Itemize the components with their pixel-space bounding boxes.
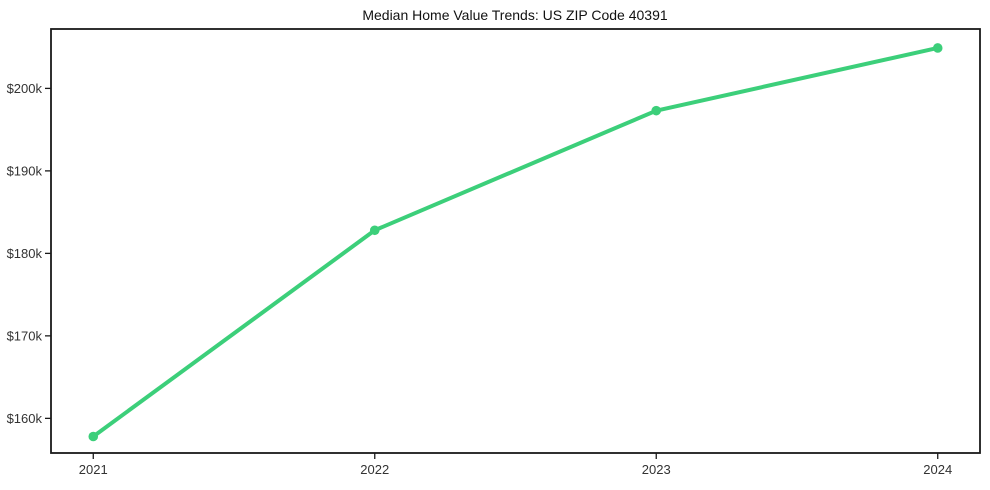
y-tick-label: $160k [7,411,43,426]
x-tick-label: 2021 [79,462,108,477]
plot-border [50,28,981,454]
y-tick-label: $200k [7,81,43,96]
y-tick-label: $180k [7,246,43,261]
y-tick-label: $170k [7,328,43,343]
trend-line [91,45,940,439]
x-tick-label: 2023 [642,462,671,477]
plot-area: $160k $170k $180k $190k $200k 2021 2022 2023 202… [7,28,981,477]
x-tick-label: 2022 [360,462,389,477]
data-point-marker [88,431,99,442]
data-point-marker [651,105,662,116]
data-point-marker [932,43,943,53]
y-tick-label: $190k [7,163,43,178]
chart-title: Median Home Value Trends: US ZIP Code 40… [362,7,668,23]
data-point-marker [369,225,380,236]
x-tick-label: 2024 [923,462,952,477]
